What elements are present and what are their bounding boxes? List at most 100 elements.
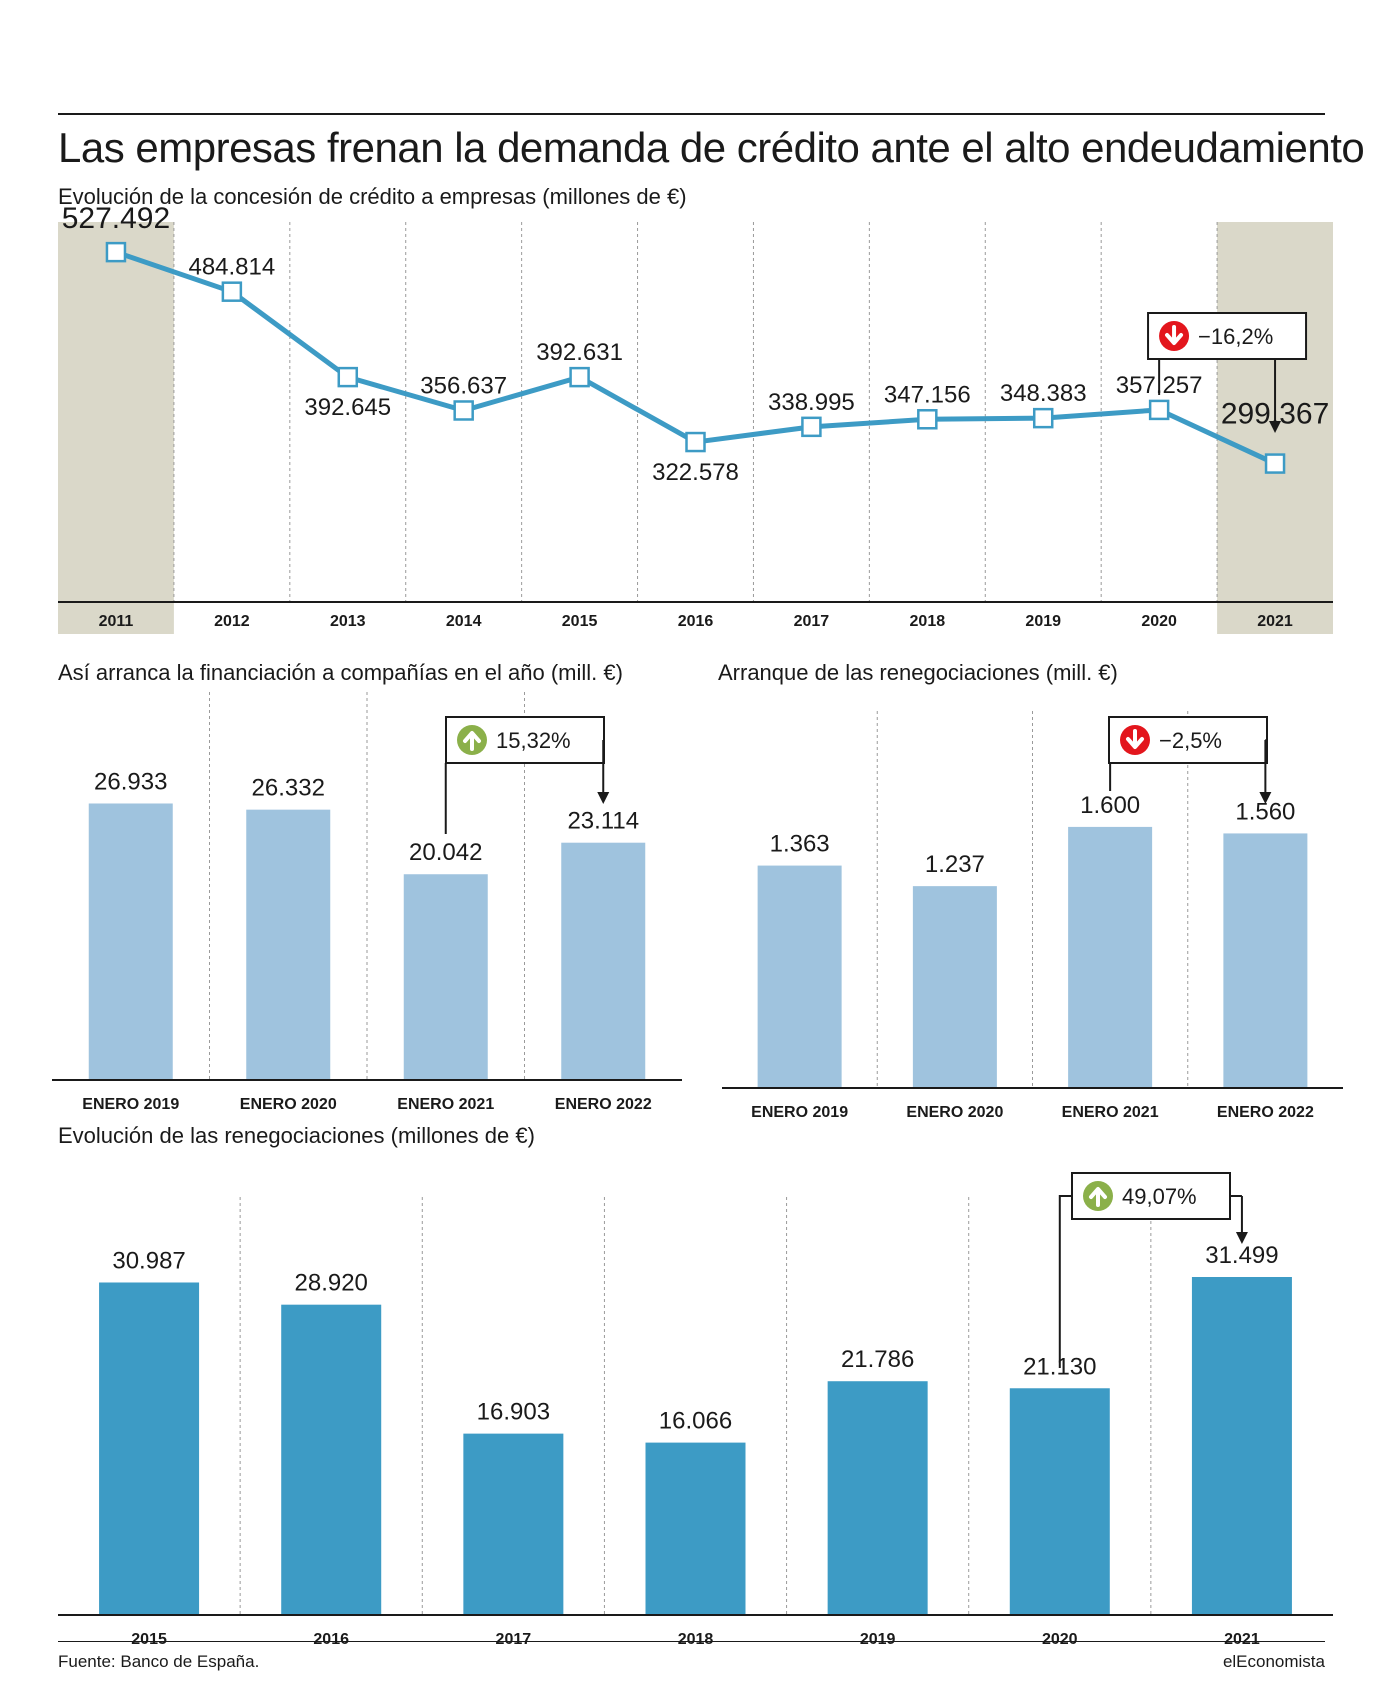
x-tick-label: 2015 [562,613,598,630]
chart-financiacion-badge-text: 15,32% [496,728,571,753]
bar [757,865,842,1088]
bar [1068,826,1153,1088]
annotation-arrow-head [1235,1232,1248,1244]
data-point [685,431,706,453]
data-label: 322.578 [652,459,739,486]
data-point [105,241,127,263]
arranque-chart-title: Arranque de las renegociaciones (mill. €… [718,660,1118,685]
bar [246,809,331,1080]
x-tick-label: ENERO 2019 [82,1096,179,1113]
chart-financiacion-change-badge: 15,32% [445,716,605,764]
x-tick-label: 2019 [860,1631,896,1648]
down-arrow-icon [1120,725,1150,755]
page-title: Las empresas frenan la demanda de crédit… [58,124,1365,171]
data-label: 348.383 [1000,380,1087,407]
x-tick-label: 2020 [1042,1631,1078,1648]
data-label: 20.042 [409,839,482,866]
data-label: 28.920 [295,1270,368,1297]
brand-logo-text: elEconomista [1222,1652,1325,1671]
data-label: 1.237 [925,851,985,878]
financiacion-chart-title: Así arranca la financiación a compañías … [58,660,623,685]
data-point [569,366,590,388]
data-label: 484.814 [188,254,275,281]
data-point [1148,399,1170,421]
data-label: 338.995 [768,389,855,416]
highlight-band-2011 [58,222,174,634]
up-arrow-icon [1083,1181,1113,1211]
x-tick-label: ENERO 2020 [240,1096,337,1113]
x-tick-label: 2011 [99,613,134,630]
credito-chart-title: Evolución de la concesión de crédito a e… [58,184,687,209]
bar [99,1282,200,1615]
data-label: 527.492 [62,202,170,235]
x-tick-label: ENERO 2021 [1062,1104,1159,1121]
chart-renegociaciones-change-badge: 49,07% [1071,1172,1231,1220]
bar [645,1442,746,1615]
data-label: 21.786 [841,1346,914,1373]
credito-change-badge: −16,2% [1147,312,1308,360]
data-label: 392.631 [536,339,623,366]
bar [281,1304,382,1615]
x-tick-label: 2018 [910,613,946,630]
x-tick-label: ENERO 2020 [906,1104,1003,1121]
data-label: 30.987 [112,1247,185,1274]
x-tick-label: 2017 [496,1631,532,1648]
bar [463,1433,564,1615]
down-arrow-icon [1159,321,1190,351]
renegociaciones-chart-title: Evolución de las renegociaciones (millon… [58,1123,535,1148]
data-label: 356.637 [420,372,507,399]
chart-renegociaciones-badge-text: 49,07% [1122,1184,1197,1209]
x-tick-label: ENERO 2019 [751,1104,848,1121]
data-label: 347.156 [884,381,971,408]
annotation-arrow-head [1269,421,1282,433]
x-tick-label: 2019 [1025,613,1061,630]
footer-rule [58,1641,1325,1642]
bar [403,874,488,1080]
x-tick-label: 2014 [446,613,482,630]
data-label: 26.933 [94,768,167,795]
bar [1009,1388,1110,1615]
annotation-arrow-head [597,792,610,804]
bar [561,842,646,1080]
bar [1223,833,1308,1088]
x-tick-label: 2016 [313,1631,349,1648]
data-point [453,400,474,421]
data-label: 16.903 [477,1399,550,1426]
bar [1191,1277,1292,1615]
source-note: Fuente: Banco de España. [58,1652,260,1671]
data-label: 392.645 [304,394,391,421]
x-tick-label: 2016 [678,613,714,630]
annotation-connector [1058,1195,1072,1368]
x-tick-label: 2021 [1224,1631,1260,1648]
data-point [221,281,243,302]
x-tick-label: 2012 [214,613,250,630]
x-tick-label: ENERO 2022 [1217,1104,1314,1121]
bar [88,803,173,1080]
data-label: 31.499 [1205,1242,1278,1269]
x-tick-label: 2013 [330,613,366,630]
data-point [917,409,938,430]
up-arrow-icon [457,725,487,755]
data-label: 1.600 [1080,792,1140,819]
x-tick-label: ENERO 2022 [555,1096,652,1113]
bar [827,1381,928,1615]
x-tick-label: 2015 [131,1631,167,1648]
data-point [337,366,359,388]
data-point [1264,453,1286,474]
chart-arranque-badge-text: −2,5% [1159,728,1222,753]
data-label: 26.332 [252,775,325,802]
x-tick-label: 2018 [678,1631,714,1648]
credito-badge-text: −16,2% [1198,324,1273,349]
data-point [1032,407,1054,429]
x-tick-label: 2021 [1257,613,1293,630]
x-tick-label: 2017 [794,613,830,630]
data-label: 23.114 [567,808,639,835]
top-rule [58,113,1325,115]
data-point [801,416,822,438]
bar [912,886,997,1088]
x-tick-label: ENERO 2021 [397,1096,494,1113]
